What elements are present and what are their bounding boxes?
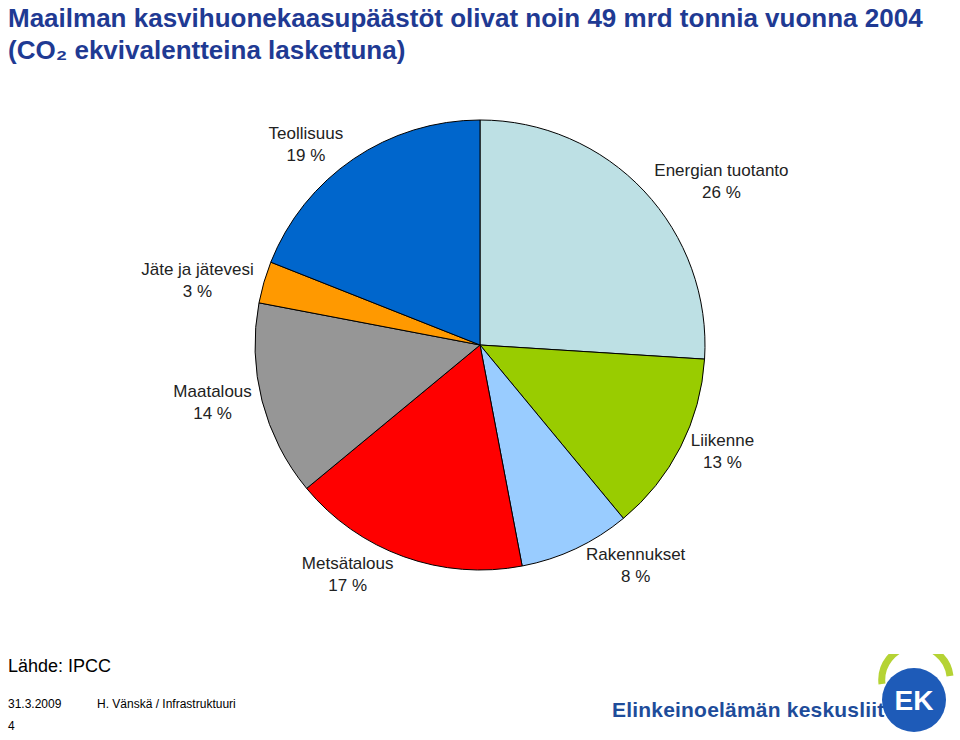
svg-text:Teollisuus19 %: Teollisuus19 % bbox=[269, 124, 344, 165]
html-text:4: 4 bbox=[8, 719, 15, 733]
svg-text:Metsätalous17 %: Metsätalous17 % bbox=[302, 554, 394, 595]
html-text:Elinkeinoelämän keskusliitto: Elinkeinoelämän keskusliitto bbox=[612, 698, 905, 721]
svg-text:Liikenne13 %: Liikenne13 % bbox=[691, 431, 754, 472]
html-text:31.3.2009: 31.3.2009 bbox=[8, 697, 62, 711]
html-text:Lähde: IPCC: Lähde: IPCC bbox=[8, 656, 112, 676]
svg-text:Maatalous14 %: Maatalous14 % bbox=[173, 382, 251, 423]
svg-text:EK: EK bbox=[895, 685, 934, 716]
html-text:Maailman kasvihuonekaasupäästö: Maailman kasvihuonekaasupäästöt olivat n… bbox=[8, 3, 923, 65]
html-text:H. Vänskä / Infrastruktuuri: H. Vänskä / Infrastruktuuri bbox=[97, 697, 236, 711]
svg-text:Rakennukset8 %: Rakennukset8 % bbox=[586, 545, 686, 586]
svg-text:Jäte ja jätevesi3 %: Jäte ja jätevesi3 % bbox=[141, 260, 253, 301]
svg-text:Energian tuotanto26 %: Energian tuotanto26 % bbox=[654, 161, 788, 202]
